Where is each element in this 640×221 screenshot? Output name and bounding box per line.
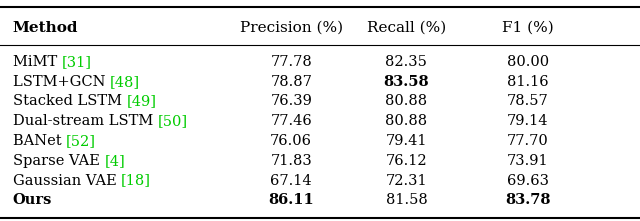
Text: 77.78: 77.78 <box>270 55 312 69</box>
Text: 78.57: 78.57 <box>507 94 549 109</box>
Text: 80.00: 80.00 <box>507 55 549 69</box>
Text: LSTM+GCN: LSTM+GCN <box>13 75 110 89</box>
Text: [52]: [52] <box>66 134 96 148</box>
Text: 81.58: 81.58 <box>385 193 428 207</box>
Text: [18]: [18] <box>121 173 151 188</box>
Text: MiMT: MiMT <box>13 55 61 69</box>
Text: Gaussian VAE: Gaussian VAE <box>13 173 121 188</box>
Text: 77.70: 77.70 <box>507 134 549 148</box>
Text: [50]: [50] <box>157 114 188 128</box>
Text: Stacked LSTM: Stacked LSTM <box>13 94 127 109</box>
Text: [4]: [4] <box>104 154 125 168</box>
Text: 80.88: 80.88 <box>385 114 428 128</box>
Text: Precision (%): Precision (%) <box>239 21 343 35</box>
Text: F1 (%): F1 (%) <box>502 21 554 35</box>
Text: 83.58: 83.58 <box>383 75 429 89</box>
Text: 76.06: 76.06 <box>270 134 312 148</box>
Text: 67.14: 67.14 <box>270 173 312 188</box>
Text: Ours: Ours <box>13 193 52 207</box>
Text: 78.87: 78.87 <box>270 75 312 89</box>
Text: 83.78: 83.78 <box>505 193 551 207</box>
Text: 79.41: 79.41 <box>386 134 427 148</box>
Text: [31]: [31] <box>61 55 92 69</box>
Text: 72.31: 72.31 <box>385 173 428 188</box>
Text: Method: Method <box>13 21 78 35</box>
Text: Recall (%): Recall (%) <box>367 21 446 35</box>
Text: 77.46: 77.46 <box>270 114 312 128</box>
Text: 82.35: 82.35 <box>385 55 428 69</box>
Text: BANet: BANet <box>13 134 66 148</box>
Text: [49]: [49] <box>127 94 156 109</box>
Text: 81.16: 81.16 <box>507 75 549 89</box>
Text: 69.63: 69.63 <box>507 173 549 188</box>
Text: Sparse VAE: Sparse VAE <box>13 154 104 168</box>
Text: 79.14: 79.14 <box>508 114 548 128</box>
Text: 71.83: 71.83 <box>270 154 312 168</box>
Text: 76.39: 76.39 <box>270 94 312 109</box>
Text: Dual-stream LSTM: Dual-stream LSTM <box>13 114 157 128</box>
Text: [48]: [48] <box>110 75 140 89</box>
Text: 86.11: 86.11 <box>268 193 314 207</box>
Text: 80.88: 80.88 <box>385 94 428 109</box>
Text: 76.12: 76.12 <box>385 154 428 168</box>
Text: 73.91: 73.91 <box>507 154 549 168</box>
